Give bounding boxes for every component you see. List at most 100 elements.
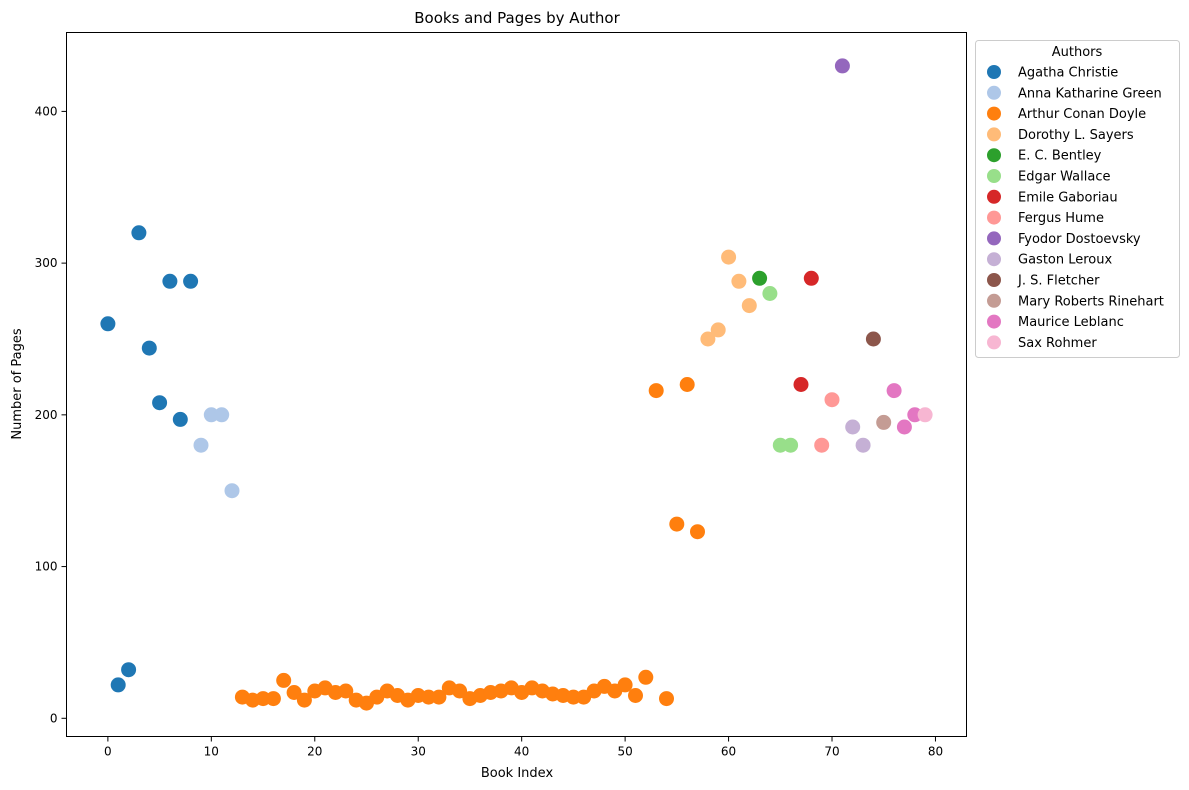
data-point [824, 392, 840, 408]
legend-marker [987, 148, 1001, 163]
legend-marker [987, 85, 1001, 100]
data-point [834, 58, 850, 74]
legend-label: Arthur Conan Doyle [1018, 107, 1146, 122]
legend: Authors Agatha Christie Anna Katharine Gr… [975, 40, 1180, 358]
legend-label: J. S. Fletcher [1017, 274, 1100, 289]
y-tick-label: 400 [35, 104, 58, 118]
data-point [876, 414, 892, 430]
data-point [741, 298, 757, 314]
legend-marker [987, 169, 1001, 183]
data-point [679, 377, 695, 392]
x-tick-label: 20 [307, 745, 322, 759]
legend-marker [987, 273, 1001, 287]
data-point [638, 669, 654, 685]
chart-title: Books and Pages by Author [414, 9, 620, 27]
data-point [917, 407, 933, 423]
legend-marker [987, 189, 1001, 204]
legend-label: Edgar Wallace [1018, 170, 1111, 185]
data-point [110, 677, 126, 693]
x-tick-label: 30 [411, 745, 426, 759]
data-point [690, 524, 705, 540]
x-axis-label: Book Index [481, 766, 554, 781]
data-point [296, 692, 312, 708]
data-point [617, 677, 633, 693]
data-point [286, 685, 302, 700]
y-tick-label: 100 [35, 560, 58, 574]
data-point [886, 383, 902, 399]
data-point [276, 672, 292, 688]
legend-label: Gaston Leroux [1018, 253, 1112, 268]
data-point [772, 437, 788, 453]
x-tick-label: 0 [104, 745, 112, 759]
x-tick-label: 50 [617, 745, 632, 759]
data-point [121, 662, 137, 678]
legend-marker [987, 252, 1001, 267]
data-point [855, 437, 871, 453]
data-point [803, 270, 819, 286]
legend-marker [987, 293, 1001, 308]
data-point [710, 322, 726, 338]
data-point [100, 316, 116, 332]
y-tick-label: 200 [35, 408, 58, 422]
data-point [172, 411, 188, 427]
legend-label: Maurice Leblanc [1018, 315, 1124, 330]
data-point [907, 407, 923, 423]
data-point [141, 340, 157, 356]
legend-label: Emile Gaboriau [1018, 190, 1118, 205]
data-point [752, 270, 768, 286]
data-point [783, 437, 799, 453]
data-point [203, 407, 219, 423]
legend-label: Mary Roberts Rinehart [1018, 294, 1164, 309]
legend-marker [987, 65, 1001, 79]
data-point [565, 689, 581, 705]
data-point [224, 483, 240, 499]
x-axis: 0 10 20 30 40 50 60 70 80 [104, 736, 943, 759]
y-axis-label: Number of Pages [10, 328, 25, 439]
legend-label: Fergus Hume [1018, 211, 1104, 226]
x-tick-label: 40 [514, 745, 529, 759]
data-point [338, 683, 354, 699]
legend-marker [987, 314, 1001, 329]
data-point [762, 286, 778, 301]
data-point [814, 437, 830, 453]
x-tick-label: 10 [204, 745, 219, 759]
x-tick-label: 60 [721, 745, 736, 759]
y-axis: 0 100 200 300 400 [35, 104, 67, 725]
data-point [845, 419, 861, 435]
data-point [193, 437, 209, 453]
data-point [265, 691, 281, 707]
data-point [628, 688, 643, 703]
data-point [896, 419, 912, 435]
data-point [731, 273, 747, 289]
y-tick-label: 300 [35, 256, 58, 270]
data-point [152, 395, 168, 411]
data-point [865, 331, 881, 347]
legend-label: Agatha Christie [1018, 66, 1118, 81]
x-tick-label: 70 [824, 745, 839, 759]
data-point [255, 691, 271, 707]
x-tick-label: 80 [928, 745, 943, 759]
legend-title: Authors [1052, 45, 1103, 60]
legend-marker [987, 127, 1001, 142]
data-point [721, 249, 737, 265]
data-point [452, 683, 468, 699]
data-points [100, 58, 933, 711]
data-point [659, 691, 674, 707]
data-point [214, 407, 230, 423]
data-point [700, 331, 716, 347]
legend-marker [987, 335, 1001, 350]
legend-marker [987, 231, 1001, 246]
plot-area-frame [66, 32, 967, 737]
data-point [162, 273, 178, 289]
legend-label: Fyodor Dostoevsky [1018, 232, 1141, 247]
legend-frame [975, 40, 1180, 358]
legend-label: Dorothy L. Sayers [1018, 128, 1134, 143]
legend-entries: Agatha Christie Anna Katharine Green Arthu… [987, 65, 1164, 351]
data-point [183, 273, 199, 289]
legend-label: Anna Katharine Green [1018, 86, 1162, 101]
legend-label: Sax Rohmer [1018, 336, 1097, 351]
data-point [648, 383, 664, 399]
legend-marker [987, 106, 1001, 121]
data-point [793, 377, 809, 392]
